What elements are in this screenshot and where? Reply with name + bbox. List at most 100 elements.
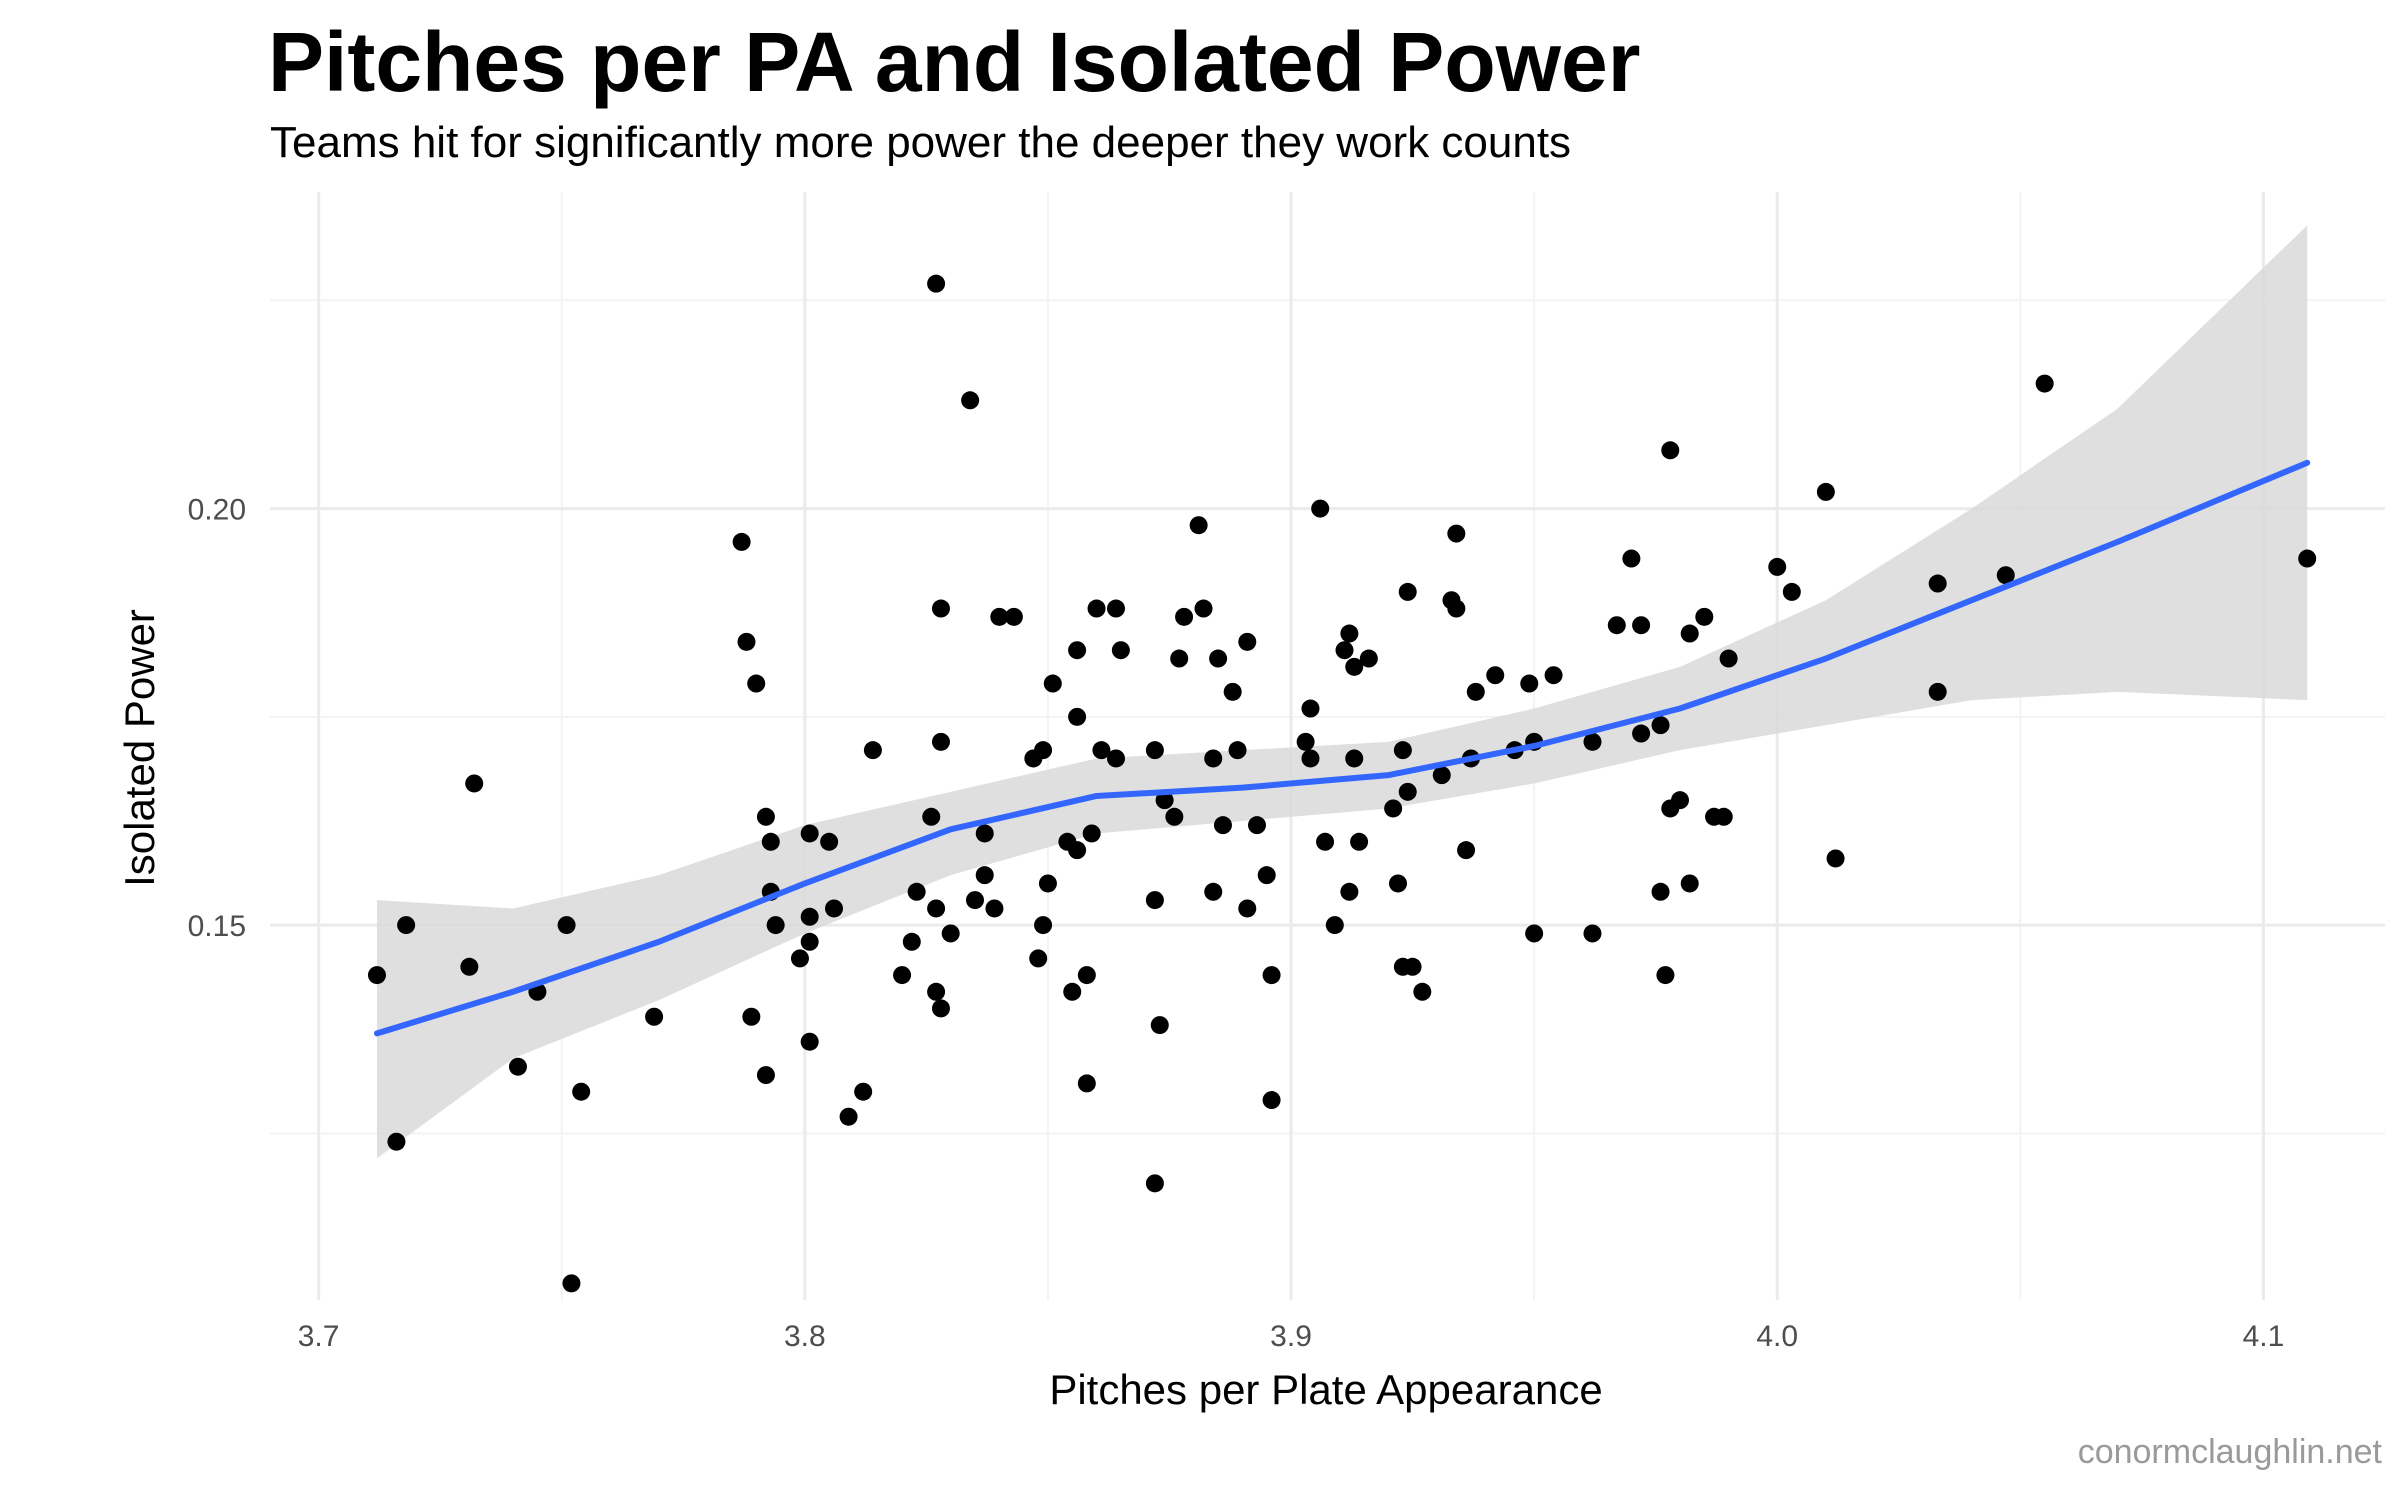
data-point <box>800 1032 819 1051</box>
data-point <box>1782 582 1801 601</box>
data-point <box>931 999 950 1018</box>
data-point <box>1034 741 1053 760</box>
data-point <box>1680 874 1699 893</box>
data-point <box>1928 574 1947 593</box>
data-point <box>1145 1174 1164 1193</box>
data-point <box>1403 957 1422 976</box>
data-point <box>1359 649 1378 668</box>
data-point <box>2035 374 2054 393</box>
data-point <box>907 882 926 901</box>
data-point <box>1457 841 1476 860</box>
data-point <box>562 1274 581 1293</box>
data-point <box>1029 949 1048 968</box>
data-point <box>1393 741 1412 760</box>
data-point <box>1340 624 1359 643</box>
data-point <box>1165 807 1184 826</box>
data-point <box>1345 657 1364 676</box>
data-point <box>1077 966 1096 985</box>
x-axis-title: Pitches per Plate Appearance <box>1049 1366 1602 1413</box>
data-point <box>854 1082 873 1101</box>
data-point <box>1632 724 1651 743</box>
data-point <box>1447 599 1466 618</box>
data-point <box>572 1082 591 1101</box>
data-point <box>1384 799 1403 818</box>
data-point <box>557 916 576 935</box>
data-point <box>508 1057 527 1076</box>
data-point <box>742 1007 761 1026</box>
data-point <box>1145 741 1164 760</box>
data-point <box>761 832 780 851</box>
data-point <box>825 899 843 918</box>
data-point <box>1034 916 1053 935</box>
data-point <box>1228 741 1247 760</box>
data-point <box>1413 982 1432 1001</box>
data-point <box>1043 674 1062 693</box>
data-point <box>1632 616 1651 635</box>
data-point <box>1325 916 1344 935</box>
data-point <box>1525 924 1544 943</box>
data-point <box>1335 641 1354 660</box>
data-point <box>1714 807 1733 826</box>
data-point <box>1092 741 1111 760</box>
data-point <box>732 532 751 551</box>
data-point <box>2298 549 2317 568</box>
data-point <box>1301 749 1320 768</box>
data-point <box>790 949 809 968</box>
data-point <box>1004 607 1023 626</box>
data-point <box>1204 882 1223 901</box>
data-point <box>1145 891 1164 910</box>
data-point <box>1432 766 1451 785</box>
data-point <box>1209 649 1228 668</box>
data-point <box>1082 824 1101 843</box>
data-point <box>1296 732 1315 751</box>
x-tick-label: 4.1 <box>2243 1320 2285 1353</box>
confidence-band <box>376 225 2308 1159</box>
data-point <box>1248 816 1266 835</box>
data-point <box>1345 749 1364 768</box>
data-point <box>800 932 819 951</box>
data-point <box>820 832 839 851</box>
data-point <box>1107 599 1125 618</box>
data-point <box>1398 782 1417 801</box>
data-point <box>863 741 882 760</box>
data-point <box>1719 649 1738 668</box>
data-point <box>1651 882 1670 901</box>
data-point <box>1350 832 1369 851</box>
data-point <box>1189 516 1208 535</box>
data-point <box>1695 607 1714 626</box>
caption: conormclaughlin.net <box>2077 1433 2382 1471</box>
data-point <box>1175 607 1194 626</box>
data-point <box>975 824 994 843</box>
data-point <box>1257 866 1276 885</box>
data-point <box>1301 699 1320 718</box>
data-point <box>931 599 950 618</box>
smooth-trend-line <box>373 459 2311 1037</box>
data-point <box>397 916 416 935</box>
data-point <box>756 1066 775 1085</box>
data-point <box>1194 599 1213 618</box>
data-point <box>1389 874 1407 893</box>
data-point <box>961 391 980 410</box>
data-point <box>1068 641 1087 660</box>
data-point <box>922 807 941 826</box>
data-point <box>1544 666 1563 685</box>
data-point <box>800 907 819 926</box>
data-point <box>1262 1091 1281 1110</box>
data-point <box>1238 632 1257 651</box>
data-point <box>756 807 775 826</box>
data-point <box>1768 557 1787 576</box>
data-points <box>367 274 2317 1293</box>
data-point <box>465 774 484 793</box>
data-point <box>1520 674 1539 693</box>
x-tick-label: 3.8 <box>784 1320 826 1353</box>
data-point <box>1622 549 1641 568</box>
data-point <box>1583 924 1602 943</box>
chart-title: Pitches per PA and Isolated Power <box>268 15 1641 109</box>
data-point <box>902 932 921 951</box>
data-point <box>1583 732 1602 751</box>
data-point <box>1111 641 1130 660</box>
data-point <box>1996 566 2015 585</box>
data-point <box>1311 499 1330 518</box>
y-tick-label: 0.20 <box>188 494 246 527</box>
